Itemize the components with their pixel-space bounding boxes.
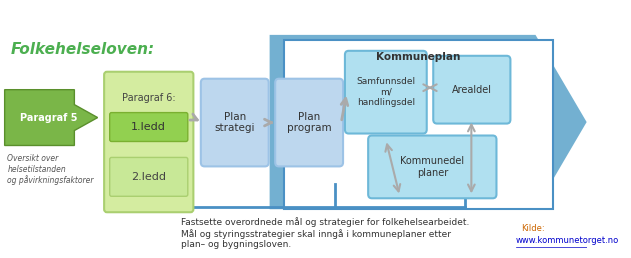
- Text: Arealdel: Arealdel: [452, 85, 492, 95]
- FancyBboxPatch shape: [110, 112, 188, 141]
- Polygon shape: [4, 90, 98, 146]
- FancyBboxPatch shape: [104, 72, 193, 212]
- Text: Plan
strategi: Plan strategi: [215, 112, 255, 133]
- Text: 1.ledd: 1.ledd: [131, 122, 166, 132]
- FancyBboxPatch shape: [345, 51, 427, 134]
- Text: Paragraf 6:: Paragraf 6:: [122, 93, 175, 103]
- FancyBboxPatch shape: [275, 79, 343, 166]
- Text: Kilde:: Kilde:: [521, 224, 545, 233]
- Text: Oversikt over
helsetilstanden
og påvirkningsfaktorer: Oversikt over helsetilstanden og påvirkn…: [8, 155, 94, 185]
- FancyBboxPatch shape: [110, 157, 188, 196]
- FancyBboxPatch shape: [433, 56, 510, 124]
- Text: www.kommunetorget.no: www.kommunetorget.no: [516, 236, 619, 245]
- FancyBboxPatch shape: [368, 135, 497, 198]
- Text: Folkehelseloven:: Folkehelseloven:: [11, 42, 155, 57]
- Text: Kommunedel
planer: Kommunedel planer: [400, 156, 464, 178]
- FancyBboxPatch shape: [283, 40, 553, 209]
- FancyBboxPatch shape: [201, 79, 269, 166]
- Polygon shape: [269, 35, 587, 209]
- Text: Samfunnsdel
m/
handlingsdel: Samfunnsdel m/ handlingsdel: [357, 77, 415, 107]
- Text: Plan
program: Plan program: [287, 112, 331, 133]
- Text: Kommuneplan: Kommuneplan: [376, 52, 461, 62]
- Text: Paragraf 5: Paragraf 5: [20, 112, 77, 123]
- Text: 2.ledd: 2.ledd: [131, 172, 166, 182]
- Text: Fastsette overordnede mål og strategier for folkehelsearbeidet.
Mål og styringss: Fastsette overordnede mål og strategier …: [181, 217, 469, 249]
